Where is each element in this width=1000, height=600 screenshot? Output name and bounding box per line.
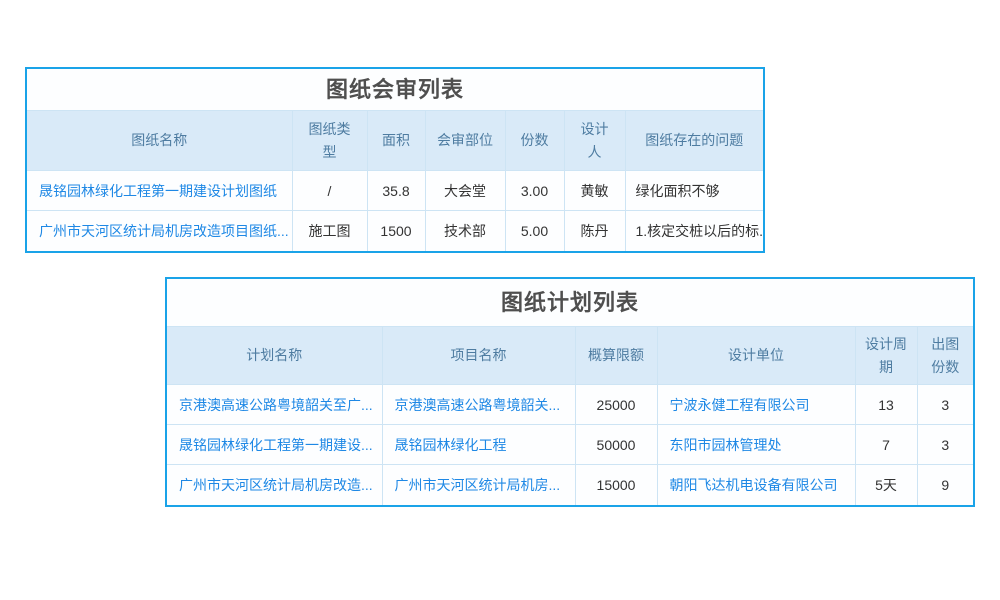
design-unit-link[interactable]: 朝阳飞达机电设备有限公司 — [657, 464, 856, 505]
table-row: 晟铭园林绿化工程第一期建设... 晟铭园林绿化工程 50000 东阳市园林管理处… — [167, 424, 973, 465]
budget-limit-cell: 15000 — [575, 464, 658, 505]
plan-header-row: 计划名称 项目名称 概算限额 设计单位 设计周期 出图份数 — [167, 326, 973, 385]
table-row: 广州市天河区统计局机房改造项目图纸... 施工图 1500 技术部 5.00 陈… — [27, 210, 764, 251]
drawing-copies-cell: 3 — [917, 424, 973, 465]
drawing-copies-cell: 9 — [941, 476, 950, 493]
review-header-row: 图纸名称 图纸类型 面积 会审部位 份数 设计人 图纸存在的问题 — [27, 110, 763, 171]
designer-cell: 黄敏 — [564, 170, 626, 211]
designer-cell: 陈丹 — [564, 210, 626, 251]
table-row: 京港澳高速公路粤境韶关至广... 京港澳高速公路粤境韶关... 25000 宁波… — [167, 384, 973, 425]
design-unit-link[interactable]: 东阳市园林管理处 — [657, 424, 856, 465]
area-cell: 1500 — [367, 210, 426, 251]
plan-table-title: 图纸计划列表 — [500, 290, 639, 315]
plan-name-link[interactable]: 京港澳高速公路粤境韶关至广... — [167, 384, 383, 425]
problems-cell: 绿化面积不够 — [625, 170, 763, 211]
drawing-copies-cell: 3 — [917, 384, 973, 425]
design-period-cell: 13 — [855, 384, 918, 425]
col-header-area: 面积 — [367, 110, 426, 171]
project-name-link[interactable]: 广州市天河区统计局机房... — [382, 464, 576, 505]
drawing-name-link[interactable]: 晟铭园林绿化工程第一期建设计划图纸 — [27, 170, 293, 211]
col-header-design-period: 设计周期 — [855, 326, 918, 385]
problems-cell: 1.核定交桩以后的标... — [635, 222, 764, 239]
design-period-cell: 7 — [855, 424, 918, 465]
col-header-review-location: 会审部位 — [425, 110, 506, 171]
plan-name-link[interactable]: 晟铭园林绿化工程第一期建设... — [167, 424, 383, 465]
plan-name-link[interactable]: 广州市天河区统计局机房改造... — [167, 464, 383, 505]
drawing-name-link[interactable]: 广州市天河区统计局机房改造项目图纸... — [27, 210, 293, 251]
drawing-review-panel: 图纸会审列表 图纸名称 图纸类型 面积 会审部位 份数 设计人 图纸存在的问题 … — [25, 67, 765, 253]
col-header-budget-limit: 概算限额 — [575, 326, 658, 385]
col-header-plan-name: 计划名称 — [167, 326, 383, 385]
copies-cell: 3.00 — [505, 170, 565, 211]
project-name-link[interactable]: 晟铭园林绿化工程 — [382, 424, 576, 465]
review-table-title: 图纸会审列表 — [325, 77, 464, 102]
area-cell: 35.8 — [367, 170, 426, 211]
project-name-link[interactable]: 京港澳高速公路粤境韶关... — [382, 384, 576, 425]
col-header-design-unit: 设计单位 — [657, 326, 856, 385]
budget-limit-cell: 50000 — [575, 424, 658, 465]
review-location-cell: 技术部 — [425, 210, 506, 251]
col-header-project-name: 项目名称 — [382, 326, 576, 385]
table-row: 晟铭园林绿化工程第一期建设计划图纸 / 35.8 大会堂 3.00 黄敏 绿化面… — [27, 170, 763, 211]
budget-limit-cell: 25000 — [575, 384, 658, 425]
copies-cell: 5.00 — [505, 210, 565, 251]
drawing-type-cell: / — [292, 170, 368, 211]
col-header-drawing-name: 图纸名称 — [27, 110, 293, 171]
plan-table: 计划名称 项目名称 概算限额 设计单位 设计周期 出图份数 京港澳高速公路粤境韶… — [167, 326, 973, 505]
col-header-designer: 设计人 — [564, 110, 626, 171]
design-period-cell: 5天 — [855, 464, 918, 505]
col-header-drawing-type: 图纸类型 — [292, 110, 368, 171]
col-header-drawing-copies: 出图份数 — [917, 326, 973, 385]
drawing-type-cell: 施工图 — [292, 210, 368, 251]
col-header-copies: 份数 — [505, 110, 565, 171]
review-location-cell: 大会堂 — [425, 170, 506, 211]
drawing-plan-panel: 图纸计划列表 计划名称 项目名称 概算限额 设计单位 设计周期 出图份数 京港澳… — [165, 277, 975, 507]
col-header-problems: 图纸存在的问题 — [625, 110, 763, 171]
design-unit-link[interactable]: 宁波永健工程有限公司 — [657, 384, 856, 425]
table-row: 广州市天河区统计局机房改造... 广州市天河区统计局机房... 15000 朝阳… — [167, 464, 973, 505]
review-table: 图纸名称 图纸类型 面积 会审部位 份数 设计人 图纸存在的问题 晟铭园林绿化工… — [27, 110, 763, 251]
